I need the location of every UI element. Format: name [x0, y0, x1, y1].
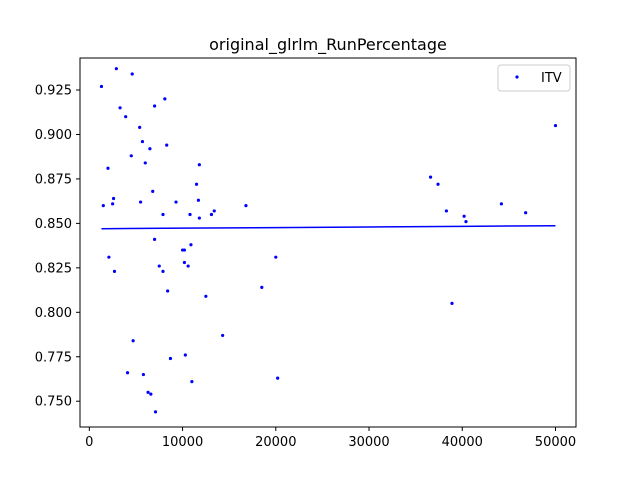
scatter-point [153, 410, 158, 414]
x-axis: 0 10000 20000 30000 40000 50000 [85, 427, 576, 450]
scatter-point [106, 166, 110, 170]
scatter-point [166, 289, 170, 293]
scatter-point [260, 285, 264, 289]
x-tick-label: 40000 [442, 435, 483, 450]
scatter-point [114, 67, 118, 71]
scatter-point [157, 264, 161, 268]
scatter-point [111, 202, 115, 206]
scatter-point [152, 237, 157, 241]
scatter-point [165, 143, 169, 147]
scatter-point [204, 294, 208, 298]
y-tick-label: 0.825 [35, 261, 72, 276]
scatter-point [196, 198, 201, 202]
scatter-point [190, 380, 194, 384]
scatter-point [130, 72, 134, 76]
scatter-point [141, 372, 145, 377]
scatter-point [194, 182, 199, 186]
y-tick-label: 0.925 [35, 84, 72, 99]
scatter-point [244, 204, 248, 208]
scatter-point [143, 161, 147, 165]
scatter-point [464, 220, 468, 224]
scatter-point [499, 202, 504, 206]
scatter-point [124, 115, 128, 119]
scatter-point [140, 139, 145, 144]
x-tick-label: 0 [85, 435, 93, 450]
scatter-point [174, 200, 178, 204]
scatter-point [161, 269, 165, 273]
scatter-point [149, 392, 153, 396]
scatter-point [99, 84, 104, 89]
y-tick-label: 0.775 [35, 350, 72, 365]
scatter-point [524, 211, 528, 215]
scatter-point [101, 204, 105, 208]
x-tick-label: 50000 [535, 435, 576, 450]
plot-area [99, 67, 558, 414]
scatter-point [436, 182, 440, 186]
scatter-point [152, 104, 157, 108]
y-axis: 0.750 0.775 0.800 0.825 0.850 0.875 0.900 0.925 [35, 84, 80, 410]
scatter-point [168, 356, 173, 361]
plot-frame [79, 57, 577, 428]
scatter-point [129, 154, 133, 158]
scatter-point [189, 243, 193, 247]
scatter-point [209, 212, 214, 217]
scatter-point [118, 106, 122, 110]
legend-label-itv: ITV [541, 71, 562, 86]
legend-marker-itv [515, 75, 519, 79]
scatter-point [450, 301, 454, 306]
scatter-point [274, 255, 278, 259]
scatter-point [107, 255, 111, 259]
scatter-point [462, 214, 466, 218]
scatter-point [197, 163, 201, 167]
scatter-point [186, 264, 190, 268]
scatter-point [146, 390, 150, 394]
scatter-point [212, 209, 216, 213]
trend-line [101, 224, 556, 230]
y-tick-label: 0.875 [35, 172, 72, 187]
scatter-point [111, 196, 116, 201]
x-tick-label: 20000 [255, 435, 296, 450]
scatter-point [182, 248, 187, 252]
scatter-point [125, 371, 130, 375]
scatter-point [139, 200, 143, 204]
scatter-point [183, 353, 187, 357]
x-tick-label: 10000 [162, 435, 203, 450]
y-tick-label: 0.900 [35, 128, 72, 143]
y-tick-label: 0.850 [35, 217, 72, 232]
scatter-point [148, 147, 152, 151]
y-tick-label: 0.750 [35, 395, 72, 410]
scatter-point [151, 189, 155, 193]
scatter-point [188, 212, 192, 217]
scatter-point [444, 209, 449, 213]
scatter-point [428, 175, 433, 179]
scatter-point [138, 125, 142, 129]
scatter-point [163, 97, 167, 101]
scatter-point [276, 376, 280, 380]
scatter-point [131, 339, 135, 343]
scatter-point [221, 333, 225, 338]
chart-title: original_glrlm_RunPercentage [209, 35, 447, 55]
scatter-point [112, 269, 117, 273]
legend-box [497, 64, 571, 92]
scatter-point [182, 260, 187, 265]
scatter-point [161, 212, 165, 217]
y-tick-label: 0.800 [35, 306, 72, 321]
x-tick-label: 30000 [348, 435, 389, 450]
scatter-point [553, 123, 558, 128]
scatter-point [197, 216, 201, 220]
legend: ITV [497, 64, 571, 92]
